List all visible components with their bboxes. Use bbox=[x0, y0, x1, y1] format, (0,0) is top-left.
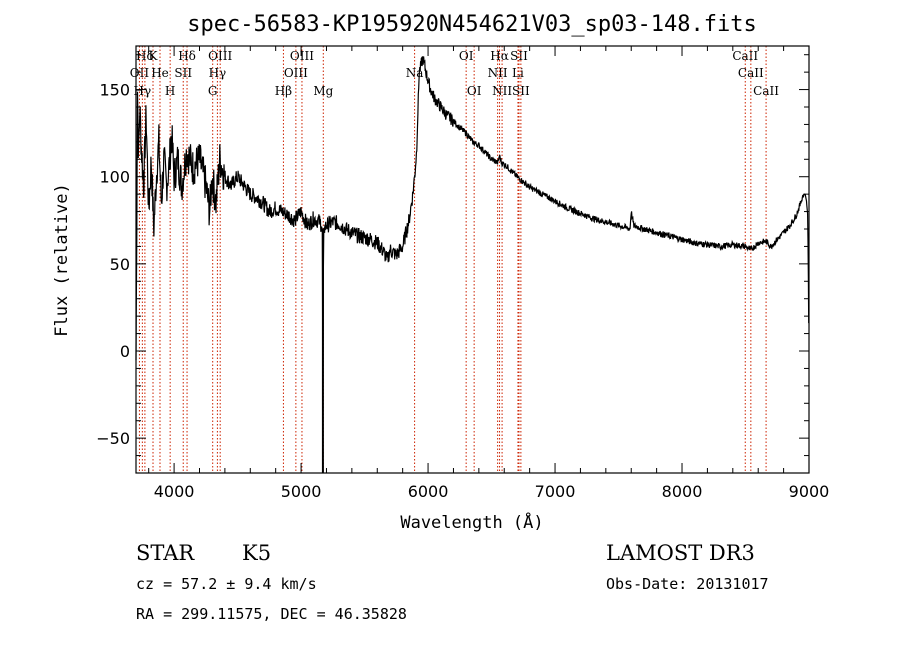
spectral-line-label: Hα bbox=[490, 49, 509, 63]
spectral-line-label: K bbox=[149, 49, 159, 63]
spectral-line-label: Li bbox=[512, 66, 524, 80]
spectral-line-label: Hδ bbox=[136, 49, 154, 63]
spectral-line-label: NII bbox=[492, 84, 512, 98]
spectral-line-label: SII bbox=[512, 84, 530, 98]
object-class: STAR bbox=[136, 541, 195, 565]
spectral-line-label: G bbox=[208, 84, 218, 98]
y-tick-label: 50 bbox=[110, 255, 130, 274]
spectral-line-label: Hδ bbox=[178, 49, 196, 63]
spectral-line-label: OIII bbox=[208, 49, 232, 63]
spectral-line-label: OII bbox=[130, 66, 150, 80]
y-tick-label: 0 bbox=[120, 342, 130, 361]
y-tick-label: −50 bbox=[96, 429, 130, 448]
obs-date-text: Obs-Date: 20131017 bbox=[606, 575, 769, 593]
y-axis-ticks: −50 0 50 100 150 bbox=[96, 54, 809, 457]
y-axis-label: Flux (relative) bbox=[52, 183, 72, 337]
object-subclass: K5 bbox=[242, 541, 271, 565]
spectral-line-label: He bbox=[151, 66, 169, 80]
chart-title: spec-56583-KP195920N454621V03_sp03-148.f… bbox=[187, 12, 757, 37]
y-tick-label: 100 bbox=[99, 168, 130, 187]
spectral-line-label: OI bbox=[459, 49, 474, 63]
x-axis-ticks: 4000 5000 6000 7000 8000 9000 bbox=[148, 46, 830, 501]
x-tick-label: 6000 bbox=[408, 482, 449, 501]
spectral-line-label: Hβ bbox=[275, 84, 292, 98]
redshift-text: cz = 57.2 ± 9.4 km/s bbox=[136, 575, 317, 593]
x-tick-label: 7000 bbox=[535, 482, 576, 501]
x-tick-label: 4000 bbox=[154, 482, 195, 501]
spectral-line-markers: HδOIIHγKHeHSIIHδGHγOIIIHβOIIIOIIIMgNaOIO… bbox=[130, 46, 779, 473]
y-tick-label: 150 bbox=[99, 81, 130, 100]
survey-name: LAMOST DR3 bbox=[606, 541, 755, 565]
spectral-line-label: Mg bbox=[313, 84, 333, 98]
spectral-line-label: OIII bbox=[290, 49, 314, 63]
x-axis-label: Wavelength (Å) bbox=[400, 511, 543, 533]
spectral-line-label: Hγ bbox=[209, 66, 227, 80]
x-tick-label: 9000 bbox=[789, 482, 830, 501]
spectral-line-label: CaII bbox=[738, 66, 764, 80]
spectral-line-label: OIII bbox=[284, 66, 308, 80]
x-tick-label: 5000 bbox=[281, 482, 322, 501]
spectral-line-label: SII bbox=[510, 49, 528, 63]
spectral-line-label: H bbox=[165, 84, 175, 98]
x-tick-label: 8000 bbox=[662, 482, 703, 501]
spectrum-series-line bbox=[135, 55, 810, 383]
spectral-line-label: NII bbox=[488, 66, 508, 80]
coordinates-text: RA = 299.11575, DEC = 46.35828 bbox=[136, 605, 407, 623]
spectral-line-label: CaII bbox=[732, 49, 758, 63]
plot-frame bbox=[135, 45, 810, 474]
spectral-line-label: OI bbox=[467, 84, 482, 98]
spectral-line-label: SII bbox=[174, 66, 192, 80]
spectral-line-label: CaII bbox=[753, 84, 779, 98]
